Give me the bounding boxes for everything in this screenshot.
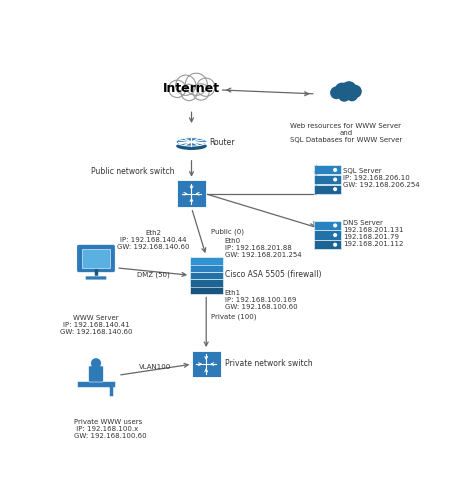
- Ellipse shape: [176, 143, 207, 151]
- FancyBboxPatch shape: [77, 245, 115, 273]
- Circle shape: [94, 254, 100, 260]
- Circle shape: [185, 74, 207, 96]
- Circle shape: [92, 255, 97, 260]
- Circle shape: [197, 79, 215, 97]
- Text: Private (100): Private (100): [210, 313, 256, 320]
- Circle shape: [334, 189, 337, 191]
- Text: Eth0
IP: 192.168.201.88
GW: 192.168.201.254: Eth0 IP: 192.168.201.88 GW: 192.168.201.…: [225, 238, 301, 258]
- Circle shape: [339, 91, 349, 102]
- Text: Router: Router: [209, 138, 235, 147]
- Text: Cisco ASA 5505 (firewall): Cisco ASA 5505 (firewall): [225, 269, 321, 278]
- FancyBboxPatch shape: [314, 166, 341, 175]
- FancyBboxPatch shape: [89, 366, 103, 382]
- Circle shape: [193, 84, 209, 101]
- Text: Eth1
IP: 192.168.100.169
GW: 192.168.100.60: Eth1 IP: 192.168.100.169 GW: 192.168.100…: [225, 290, 297, 310]
- Text: WWW Server
IP: 192.168.140.41
GW: 192.168.140.60: WWW Server IP: 192.168.140.41 GW: 192.16…: [60, 314, 132, 335]
- Circle shape: [334, 179, 337, 181]
- Circle shape: [91, 359, 100, 368]
- Circle shape: [169, 81, 186, 98]
- Text: Public (0): Public (0): [210, 228, 244, 235]
- Circle shape: [91, 256, 95, 260]
- Circle shape: [93, 257, 97, 261]
- Ellipse shape: [176, 138, 207, 147]
- FancyBboxPatch shape: [314, 240, 341, 250]
- Circle shape: [342, 83, 356, 97]
- FancyBboxPatch shape: [85, 276, 107, 280]
- Text: SQL Server
IP: 192.168.206.10
GW: 192.168.206.254: SQL Server IP: 192.168.206.10 GW: 192.16…: [343, 168, 419, 188]
- Text: DMZ (50): DMZ (50): [137, 271, 170, 278]
- Text: Web resources for WWW Server
and
SQL Databases for WWW Server: Web resources for WWW Server and SQL Dat…: [290, 122, 402, 142]
- FancyBboxPatch shape: [190, 272, 223, 280]
- FancyBboxPatch shape: [190, 279, 223, 287]
- FancyBboxPatch shape: [191, 351, 221, 378]
- FancyBboxPatch shape: [77, 381, 115, 387]
- Text: Public network switch: Public network switch: [91, 167, 174, 176]
- FancyBboxPatch shape: [177, 181, 206, 208]
- Circle shape: [336, 84, 348, 97]
- Circle shape: [331, 88, 342, 99]
- Circle shape: [176, 76, 196, 96]
- FancyBboxPatch shape: [190, 258, 223, 265]
- FancyBboxPatch shape: [314, 221, 341, 230]
- Circle shape: [334, 244, 337, 247]
- Circle shape: [334, 225, 337, 228]
- FancyBboxPatch shape: [314, 231, 341, 240]
- Circle shape: [181, 85, 197, 101]
- Text: DNS Server
192.168.201.131
192.168.201.79
192.168.201.112: DNS Server 192.168.201.131 192.168.201.7…: [343, 220, 403, 247]
- FancyBboxPatch shape: [314, 176, 341, 185]
- Circle shape: [334, 169, 337, 172]
- FancyBboxPatch shape: [190, 287, 223, 294]
- Text: Internet: Internet: [163, 82, 220, 95]
- FancyBboxPatch shape: [314, 185, 341, 194]
- FancyBboxPatch shape: [190, 265, 223, 272]
- Text: VLAN100: VLAN100: [139, 363, 171, 369]
- Circle shape: [97, 256, 101, 260]
- Text: Eth2
IP: 192.168.140.44
GW: 192.168.140.60: Eth2 IP: 192.168.140.44 GW: 192.168.140.…: [117, 229, 189, 249]
- Circle shape: [346, 91, 357, 101]
- Circle shape: [349, 86, 361, 98]
- Circle shape: [334, 234, 337, 237]
- Text: Private network switch: Private network switch: [225, 358, 312, 367]
- Text: Private WWW users
 IP: 192.168.100.x
GW: 192.168.100.60: Private WWW users IP: 192.168.100.x GW: …: [74, 418, 146, 438]
- Circle shape: [96, 257, 100, 261]
- FancyBboxPatch shape: [82, 250, 110, 268]
